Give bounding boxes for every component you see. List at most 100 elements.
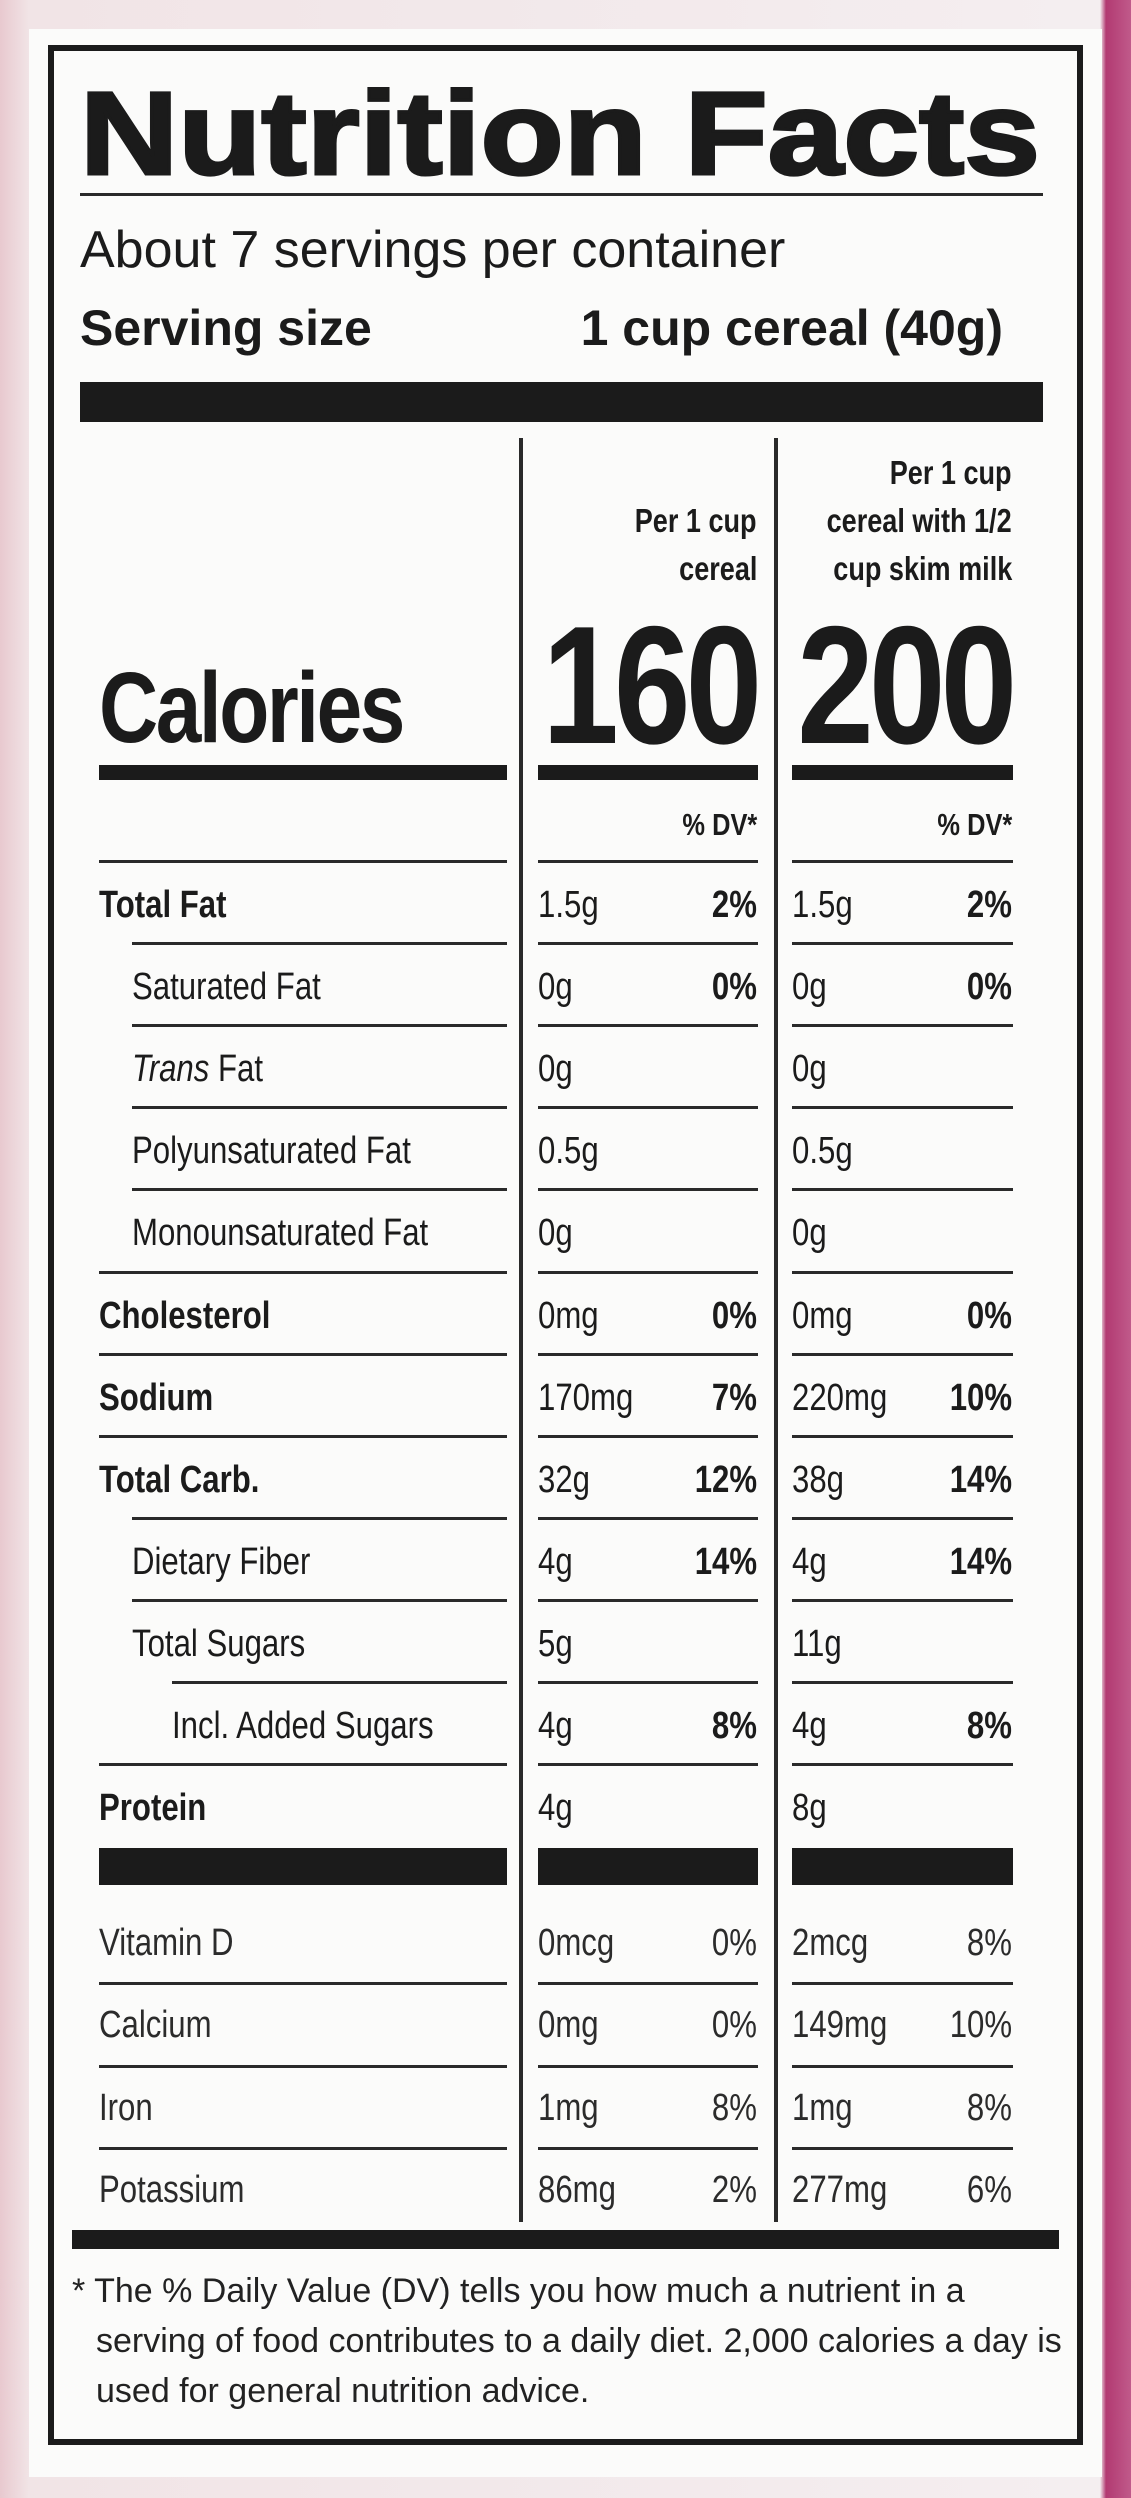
- row-rule: [132, 942, 507, 946]
- daily-value: 0%: [711, 1922, 757, 1964]
- nutrient-label: Trans Fat: [132, 1045, 263, 1093]
- nutrient-label-text: Total Sugars: [132, 1622, 306, 1665]
- row-rule: [538, 1982, 758, 1986]
- row-rule: [99, 1763, 507, 1767]
- row-rule: [792, 2064, 1013, 2068]
- section-bar: [99, 1848, 507, 1885]
- nutrient-label-text: Saturated Fat: [132, 966, 321, 1009]
- row-rule: [792, 1352, 1013, 1356]
- nutrient-label-text: Polyunsaturated Fat: [132, 1130, 411, 1173]
- daily-value: 8%: [711, 1705, 757, 1747]
- amount: 38g: [792, 1458, 844, 1501]
- row-rule: [538, 1516, 758, 1520]
- column-header: cereal with 1/2: [826, 502, 1012, 539]
- amount: 32g: [538, 1458, 590, 1501]
- row-rule: [792, 1270, 1013, 1274]
- serving-size-label: Serving size: [80, 300, 372, 356]
- amount: 4g: [792, 1705, 827, 1747]
- row-rule: [538, 1270, 758, 1274]
- amount: 86mg: [538, 2168, 616, 2211]
- row-rule: [792, 1681, 1013, 1684]
- nutrient-label-text: Fat: [218, 1048, 264, 1091]
- calories-bar: [792, 765, 1013, 780]
- row-rule: [538, 1681, 758, 1684]
- vitamin-label: Vitamin D: [99, 1922, 234, 1964]
- row-rule: [99, 1270, 507, 1274]
- calories-value: 200: [796, 591, 1017, 779]
- row-rule: [538, 1598, 758, 1602]
- row-rule: [792, 860, 1013, 863]
- nutrient-label: Saturated Fat: [132, 963, 321, 1011]
- daily-value: 14%: [694, 1540, 757, 1583]
- nutrient-label-text: Total Fat: [99, 884, 227, 926]
- section-bar: [538, 1848, 758, 1885]
- row-rule: [538, 860, 758, 863]
- amount: 0g: [538, 1212, 573, 1255]
- daily-value: 8%: [966, 1922, 1012, 1964]
- row-rule: [99, 2064, 507, 2068]
- column-header: Per 1 cup: [635, 502, 757, 539]
- row-rule: [792, 2146, 1013, 2150]
- nutrient-label: Polyunsaturated Fat: [132, 1127, 411, 1175]
- amount: 0mg: [538, 2004, 599, 2047]
- column-header: Per 1 cup: [890, 454, 1012, 491]
- daily-value: 7%: [711, 1376, 757, 1419]
- row-rule: [132, 1516, 507, 1520]
- row-rule: [538, 1763, 758, 1767]
- amount: 4g: [538, 1787, 573, 1830]
- nutrient-label-text: Dietary Fiber: [132, 1540, 311, 1583]
- servings: About 7 servings per container: [80, 221, 786, 279]
- row-rule: [538, 942, 758, 946]
- footnote: * The % Daily Value (DV) tells you how m…: [72, 2272, 1062, 2410]
- title: Nutrition Facts: [80, 78, 1040, 188]
- daily-value: 2%: [711, 884, 757, 926]
- amount: 0g: [538, 966, 573, 1009]
- daily-value: 10%: [949, 1376, 1012, 1419]
- column-divider: [519, 438, 523, 2222]
- row-rule: [538, 1188, 758, 1192]
- daily-value: 8%: [711, 2086, 757, 2129]
- daily-value: 10%: [949, 2004, 1012, 2047]
- amount: 0.5g: [792, 1130, 853, 1173]
- calories-label: Calories: [99, 652, 405, 764]
- row-rule: [792, 1598, 1013, 1602]
- thick-bar: [80, 382, 1043, 422]
- amount: 277mg: [792, 2168, 888, 2211]
- column-header: cereal: [678, 550, 757, 587]
- amount: 1mg: [792, 2086, 853, 2129]
- dv-header: % DV*: [682, 807, 757, 842]
- nutrient-label-text: Total Carb.: [99, 1458, 260, 1501]
- nutrient-label: Total Sugars: [132, 1620, 305, 1668]
- column-divider: [774, 438, 778, 2222]
- nutrient-label: Cholesterol: [99, 1292, 270, 1340]
- nutrient-label: Sodium: [99, 1374, 213, 1422]
- daily-value: 14%: [949, 1458, 1012, 1501]
- amount: 8g: [792, 1787, 827, 1830]
- amount: 4g: [792, 1540, 827, 1583]
- title-rule: [80, 193, 1043, 196]
- daily-value: 0%: [966, 966, 1012, 1009]
- calories-bar: [99, 765, 507, 780]
- row-rule: [538, 1024, 758, 1028]
- dv-header: % DV*: [937, 807, 1012, 842]
- row-rule: [792, 1763, 1013, 1767]
- amount: 0g: [792, 1212, 827, 1255]
- nutrient-label-text: Incl. Added Sugars: [172, 1705, 434, 1747]
- amount: 0g: [538, 1048, 573, 1091]
- amount: 5g: [538, 1622, 573, 1665]
- row-rule: [792, 1982, 1013, 1986]
- row-rule: [538, 1434, 758, 1438]
- row-rule: [792, 1516, 1013, 1520]
- amount: 4g: [538, 1540, 573, 1583]
- amount: 170mg: [538, 1376, 634, 1419]
- column-header: cup skim milk: [833, 550, 1012, 587]
- amount: 0mg: [792, 1294, 853, 1337]
- amount: 4g: [538, 1705, 573, 1747]
- calories-bar: [538, 765, 758, 780]
- serving-size-value: 1 cup cereal (40g): [580, 300, 1003, 356]
- row-rule: [172, 1681, 507, 1684]
- row-rule: [132, 1106, 507, 1110]
- nutrient-label-text: Monounsaturated Fat: [132, 1212, 429, 1255]
- daily-value: 2%: [711, 2168, 757, 2211]
- row-rule: [792, 1434, 1013, 1438]
